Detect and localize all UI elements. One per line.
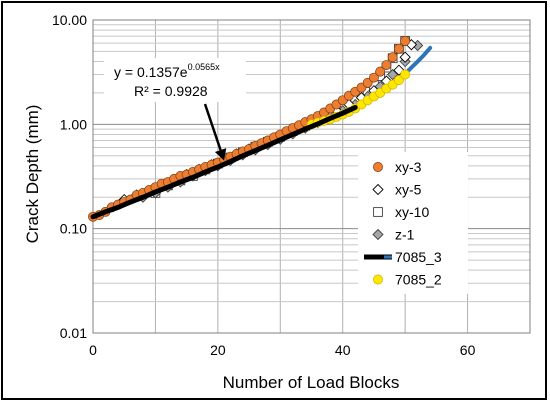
trendline-annotation: y = 0.1357e0.0565x R² = 0.9928 [104,58,246,161]
legend-item-xy-10: xy-10 [373,204,429,220]
r-squared-text: R² = 0.9928 [134,83,208,99]
equation-text: y = 0.1357e0.0565x [114,62,220,80]
legend-swatch-marker [372,228,384,241]
x-tick-label: 60 [460,342,476,358]
legend-label: xy-5 [395,182,422,198]
legend: xy-3 xy-5 xy-10 z-1 7085_3 7085_2 [358,152,468,294]
legend-item-z-1: z-1 [372,227,415,243]
x-tick-label: 0 [89,342,97,358]
data-point [393,75,404,86]
legend-item-xy-5: xy-5 [372,182,422,198]
legend-swatch-marker [373,207,383,217]
legend-item-xy-3: xy-3 [373,159,422,175]
tick-labels: 0 20 40 60 0.01 0.10 1.00 10.00 [52,12,476,358]
y-tick-label: 1.00 [60,116,87,132]
grid-lines [93,20,530,333]
x-tick-label: 40 [335,342,351,358]
data-point [393,43,404,54]
data-point [399,51,411,63]
legend-swatch-marker [372,183,384,196]
legend-item-7085_3: 7085_3 [364,249,442,265]
annotation-arrow [203,103,222,151]
data-point [400,69,411,80]
legend-swatch-marker [373,162,383,172]
series-line-7085_3 [90,104,358,220]
data-point [375,66,386,77]
legend-box [358,152,468,294]
x-axis-label: Number of Load Blocks [223,373,400,392]
data-point [381,60,392,71]
annotation-box [104,58,246,102]
y-tick-label: 0.10 [60,221,87,237]
legend-label: z-1 [395,227,415,243]
legend-label: 7085_3 [395,249,442,265]
legend-swatch-marker [373,274,383,285]
data-point [400,35,411,46]
legend-label: xy-10 [395,204,429,220]
equation-exponent: 0.0565x [188,62,221,72]
annotation-arrow-head [214,148,227,161]
series-7085_3 [90,104,358,220]
plot-area-border [92,19,531,334]
legend-item-7085_2: 7085_2 [373,272,442,288]
y-tick-label: 0.01 [60,325,87,341]
y-tick-label: 10.00 [52,12,87,28]
data-point [368,72,379,83]
data-point [387,52,398,63]
legend-label: xy-3 [395,159,422,175]
legend-label: 7085_2 [395,272,442,288]
x-tick-label: 20 [210,342,226,358]
equation-prefix: y = 0.1357e [114,64,188,80]
data-series [88,35,433,222]
y-axis-label: Crack Depth (mm) [23,105,42,244]
